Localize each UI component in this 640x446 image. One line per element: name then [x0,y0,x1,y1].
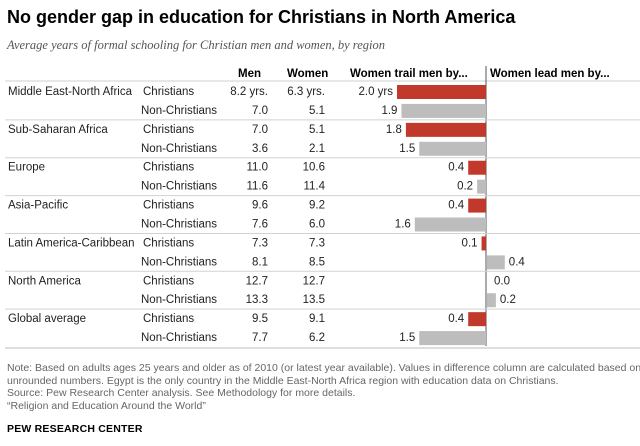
religion-label: Christians [143,86,194,98]
source-line: Source: Pew Research Center analysis. Se… [7,387,356,399]
religion-label: Christians [143,200,194,212]
religion-label: Non-Christians [141,219,217,231]
difference-bar [481,236,486,251]
women-value: 2.1 [309,143,325,155]
men-value: 8.2 yrs. [230,86,268,98]
men-value: 9.6 [252,200,268,212]
source-organization: PEW RESEARCH CENTER [7,423,143,435]
women-value: 7.3 [309,237,325,249]
difference-label: 0.4 [509,256,526,268]
women-value: 6.0 [309,219,325,231]
women-value: 8.5 [309,256,325,268]
column-header-men: Men [238,68,261,80]
men-value: 11.6 [246,181,268,193]
religion-label: Christians [143,237,194,249]
region-label: Latin America-Caribbean [8,237,135,249]
difference-label: 0.2 [457,181,473,193]
difference-bar [414,217,486,232]
men-value: 11.0 [246,162,268,174]
chart-notes: Note: Based on adults ages 25 years and … [7,362,640,412]
difference-label: 0.4 [448,200,465,212]
difference-bar [401,103,486,118]
difference-label: 1.8 [386,124,402,136]
men-value: 7.3 [252,237,268,249]
religion-label: Christians [143,162,194,174]
men-value: 7.0 [252,105,268,117]
religion-label: Non-Christians [141,143,217,155]
chart-table: Middle East-North Africa Christians 8.2 yr… [5,66,640,349]
religion-label: Christians [143,275,194,287]
men-value: 8.1 [252,256,268,268]
difference-label: 0.0 [494,275,510,287]
women-value: 10.6 [303,162,325,174]
women-value: 6.2 [309,332,325,344]
difference-bar [419,331,486,346]
difference-label: 0.2 [500,294,516,306]
difference-bar [397,85,486,99]
region-label: Sub-Saharan Africa [8,124,108,136]
religion-label: Non-Christians [141,294,217,306]
difference-label: 1.5 [399,332,415,344]
region-label: Europe [8,162,45,174]
women-value: 5.1 [309,105,325,117]
column-header-trail: Women trail men by... [350,68,468,80]
women-value: 11.4 [303,181,325,193]
difference-label: 0.4 [448,162,465,174]
religion-label: Non-Christians [141,256,217,268]
women-value: 5.1 [309,124,325,136]
women-value: 9.1 [309,313,325,325]
women-value: 6.3 yrs. [287,86,325,98]
region-label: Asia-Pacific [8,200,68,212]
women-value: 9.2 [309,200,325,212]
religion-label: Non-Christians [141,332,217,344]
report-title-line: “Religion and Education Around the World… [7,399,206,412]
religion-label: Christians [143,124,194,136]
men-value: 9.5 [252,313,268,325]
religion-label: Non-Christians [141,181,217,193]
difference-label: 0.4 [448,313,465,325]
difference-label: 1.9 [381,105,397,117]
men-value: 7.6 [252,219,268,231]
difference-label: 0.1 [462,237,478,249]
region-label: Global average [8,313,86,325]
difference-label: 1.6 [395,219,411,231]
chart-title: No gender gap in education for Christian… [7,7,516,27]
difference-bar [419,141,486,156]
difference-bar [468,312,486,327]
chart-subtitle: Average years of formal schooling for Ch… [7,38,385,52]
difference-bar [468,160,486,175]
men-value: 12.7 [246,275,268,287]
difference-bar [468,198,486,213]
men-value: 13.3 [246,294,268,306]
difference-bar [487,255,505,270]
women-value: 13.5 [303,294,325,306]
difference-label: 2.0 yrs [358,86,393,98]
men-value: 7.0 [252,124,268,136]
difference-bar [405,122,486,137]
religion-label: Christians [143,313,194,325]
region-label: Middle East-North Africa [8,86,133,98]
column-header-lead: Women lead men by... [490,68,610,80]
women-value: 12.7 [303,275,325,287]
region-label: North America [8,275,81,287]
difference-bar [487,293,496,308]
men-value: 3.6 [252,143,268,155]
difference-bar [477,179,486,194]
men-value: 7.7 [252,332,268,344]
note-line: Note: Based on adults ages 25 years and … [7,362,640,374]
note-line: unrounded numbers. Egypt is the only cou… [7,374,559,387]
difference-label: 1.5 [399,143,415,155]
column-header-women: Women [287,68,329,80]
religion-label: Non-Christians [141,105,217,117]
